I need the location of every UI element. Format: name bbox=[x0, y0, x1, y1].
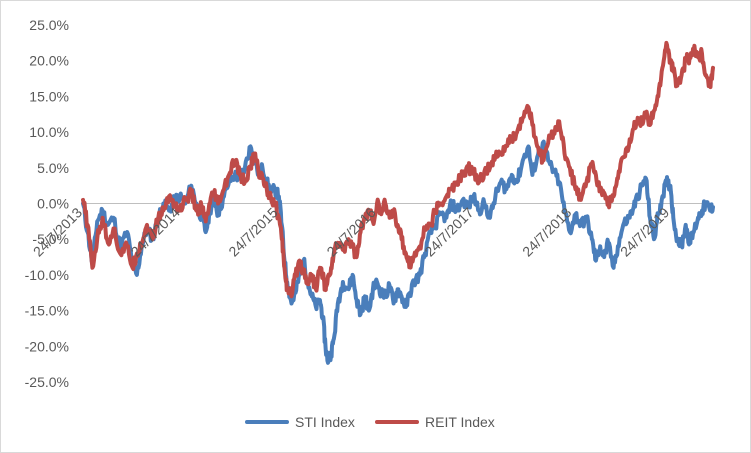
legend: STI Index REIT Index bbox=[245, 414, 495, 430]
x-tick-label: 24/7/2014 bbox=[128, 204, 184, 260]
y-tick-label: -25.0% bbox=[25, 374, 69, 390]
y-tick-label: 25.0% bbox=[29, 17, 69, 33]
y-tick-label: 15.0% bbox=[29, 88, 69, 104]
y-tick-label: 5.0% bbox=[37, 160, 69, 176]
series-line-sti-index bbox=[81, 139, 715, 365]
y-tick-label: -15.0% bbox=[25, 303, 69, 319]
x-tick-label: 24/7/2019 bbox=[617, 204, 673, 260]
series-layer bbox=[81, 40, 715, 365]
y-tick-label: -10.0% bbox=[25, 267, 69, 283]
y-tick-label: 10.0% bbox=[29, 124, 69, 140]
y-tick-label: 20.0% bbox=[29, 53, 69, 69]
y-tick-label: 0.0% bbox=[37, 196, 69, 212]
x-tick-label: 24/7/2016 bbox=[323, 204, 379, 260]
legend-label: STI Index bbox=[295, 414, 355, 430]
y-tick-label: -20.0% bbox=[25, 338, 69, 354]
x-tick-label: 24/7/2018 bbox=[519, 204, 575, 260]
series-line-reit-index bbox=[81, 40, 715, 299]
legend-label: REIT Index bbox=[425, 414, 495, 430]
x-tick-label: 24/7/2015 bbox=[225, 204, 281, 260]
y-axis: 25.0% 20.0% 15.0% 10.0% 5.0% 0.0% -5.0% -10.0% -… bbox=[25, 17, 69, 390]
y-tick-label: -5.0% bbox=[32, 231, 69, 247]
